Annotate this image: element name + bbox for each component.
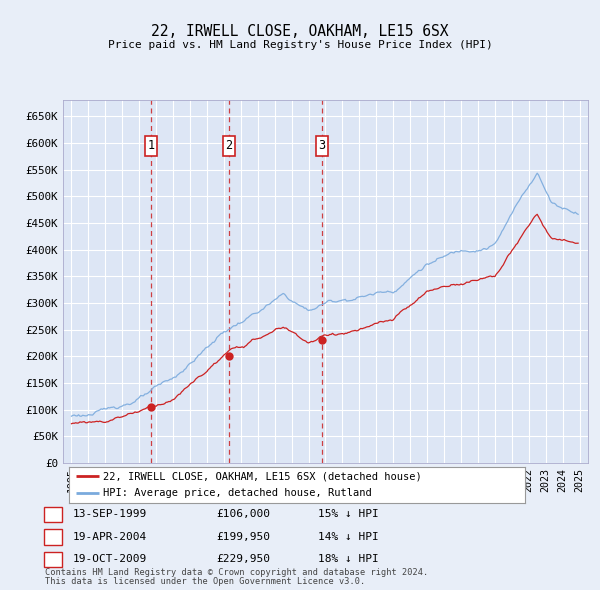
FancyBboxPatch shape xyxy=(316,136,328,156)
Text: £229,950: £229,950 xyxy=(216,555,270,564)
Text: 22, IRWELL CLOSE, OAKHAM, LE15 6SX: 22, IRWELL CLOSE, OAKHAM, LE15 6SX xyxy=(151,24,449,38)
Text: 13-SEP-1999: 13-SEP-1999 xyxy=(73,510,148,519)
Text: 2: 2 xyxy=(49,532,56,542)
Text: 3: 3 xyxy=(49,555,56,564)
Text: Contains HM Land Registry data © Crown copyright and database right 2024.: Contains HM Land Registry data © Crown c… xyxy=(45,568,428,577)
Text: 1: 1 xyxy=(49,510,56,519)
FancyBboxPatch shape xyxy=(145,136,157,156)
Text: 22, IRWELL CLOSE, OAKHAM, LE15 6SX (detached house): 22, IRWELL CLOSE, OAKHAM, LE15 6SX (deta… xyxy=(103,471,422,481)
Text: 19-APR-2004: 19-APR-2004 xyxy=(73,532,148,542)
Text: 18% ↓ HPI: 18% ↓ HPI xyxy=(318,555,379,564)
Text: 2: 2 xyxy=(226,139,233,152)
Text: £199,950: £199,950 xyxy=(216,532,270,542)
Text: 19-OCT-2009: 19-OCT-2009 xyxy=(73,555,148,564)
Text: 1: 1 xyxy=(148,139,155,152)
Text: 14% ↓ HPI: 14% ↓ HPI xyxy=(318,532,379,542)
Text: HPI: Average price, detached house, Rutland: HPI: Average price, detached house, Rutl… xyxy=(103,489,372,499)
Text: Price paid vs. HM Land Registry's House Price Index (HPI): Price paid vs. HM Land Registry's House … xyxy=(107,40,493,50)
FancyBboxPatch shape xyxy=(223,136,235,156)
Text: £106,000: £106,000 xyxy=(216,510,270,519)
Text: 15% ↓ HPI: 15% ↓ HPI xyxy=(318,510,379,519)
Text: This data is licensed under the Open Government Licence v3.0.: This data is licensed under the Open Gov… xyxy=(45,578,365,586)
Text: 3: 3 xyxy=(319,139,326,152)
